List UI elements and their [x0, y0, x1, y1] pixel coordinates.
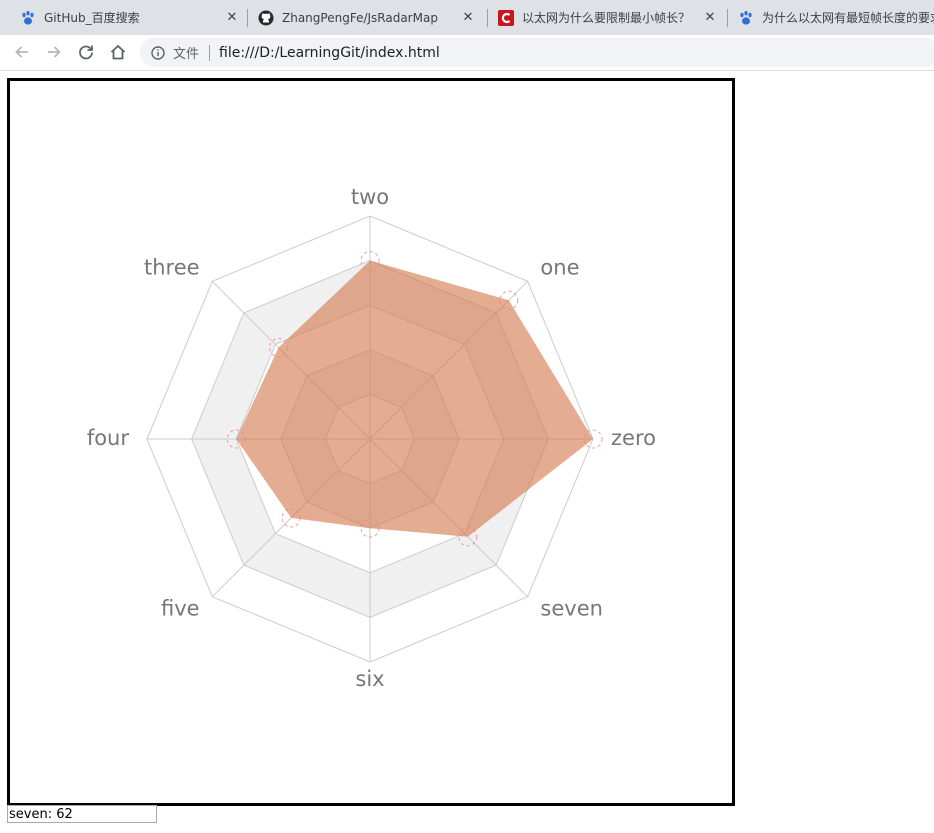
- tab-separator: [487, 9, 488, 27]
- tab-close-icon[interactable]: ✕: [226, 10, 238, 25]
- tab-separator: [247, 9, 248, 27]
- address-bar[interactable]: 文件 file:///D:/LearningGit/index.html: [140, 38, 934, 67]
- axis-label-zero: zero: [611, 426, 656, 450]
- axis-label-seven: seven: [540, 596, 603, 620]
- forward-button[interactable]: [42, 40, 66, 64]
- data-point: [360, 518, 380, 538]
- axis-label-three: three: [144, 256, 200, 280]
- radar-chart: zero one two three four five six seven: [87, 185, 656, 691]
- tab-close-icon[interactable]: ✕: [704, 10, 716, 25]
- github-icon: [258, 10, 274, 26]
- data-point: [281, 508, 301, 528]
- radar-canvas[interactable]: zero one two three four five six seven: [7, 78, 735, 806]
- data-point: [360, 251, 380, 271]
- baidu-paw-icon: [738, 10, 754, 26]
- axis-label-two: two: [351, 185, 389, 209]
- data-point: [583, 429, 603, 449]
- axis-label-one: one: [540, 256, 579, 280]
- axis-label-four: four: [87, 426, 130, 450]
- reload-button[interactable]: [74, 40, 98, 64]
- tab-title: ZhangPengFe/JsRadarMap: [282, 10, 438, 25]
- tab-title: GitHub_百度搜索: [44, 11, 140, 25]
- tab-title: 为什么以太网有最短帧长度的要求: [762, 11, 934, 25]
- tab-jsradarmap[interactable]: ZhangPengFe/JsRadarMap ✕: [258, 0, 478, 35]
- data-point: [458, 527, 478, 547]
- data-point: [499, 290, 519, 310]
- tab-ethernet-min-frame[interactable]: 以太网为什么要限制最小帧长？ ✕: [498, 0, 720, 35]
- tab-title: 以太网为什么要限制最小帧长？: [522, 11, 691, 25]
- csdn-icon: [498, 9, 514, 26]
- data-point: [269, 338, 289, 358]
- tab-close-icon[interactable]: ✕: [462, 10, 474, 25]
- axis-label-six: six: [355, 667, 384, 691]
- data-area: [236, 260, 593, 537]
- browser-toolbar: 文件 file:///D:/LearningGit/index.html: [0, 35, 934, 71]
- baidu-paw-icon: [20, 10, 36, 26]
- address-separator: [209, 44, 211, 61]
- scheme-label: 文件: [173, 47, 200, 62]
- reload-icon: [79, 45, 93, 60]
- arrow-left-icon: [15, 46, 28, 58]
- tab-ethernet-short-frame[interactable]: 为什么以太网有最短帧长度的要求: [738, 0, 934, 35]
- url-text[interactable]: file:///D:/LearningGit/index.html: [219, 44, 440, 61]
- tab-strip: GitHub_百度搜索 ✕ ZhangPengFe/JsRadarMap ✕ 以…: [0, 0, 934, 35]
- back-button[interactable]: [10, 40, 34, 64]
- home-icon: [110, 44, 126, 60]
- data-point: [226, 429, 246, 449]
- tab-separator: [727, 9, 728, 27]
- home-button[interactable]: [106, 40, 130, 64]
- info-icon[interactable]: [150, 45, 166, 61]
- arrow-right-icon: [48, 46, 61, 58]
- axis-label-five: five: [161, 596, 200, 620]
- hover-readout: seven: 62: [7, 805, 157, 823]
- tab-github-search[interactable]: GitHub_百度搜索 ✕: [20, 0, 242, 35]
